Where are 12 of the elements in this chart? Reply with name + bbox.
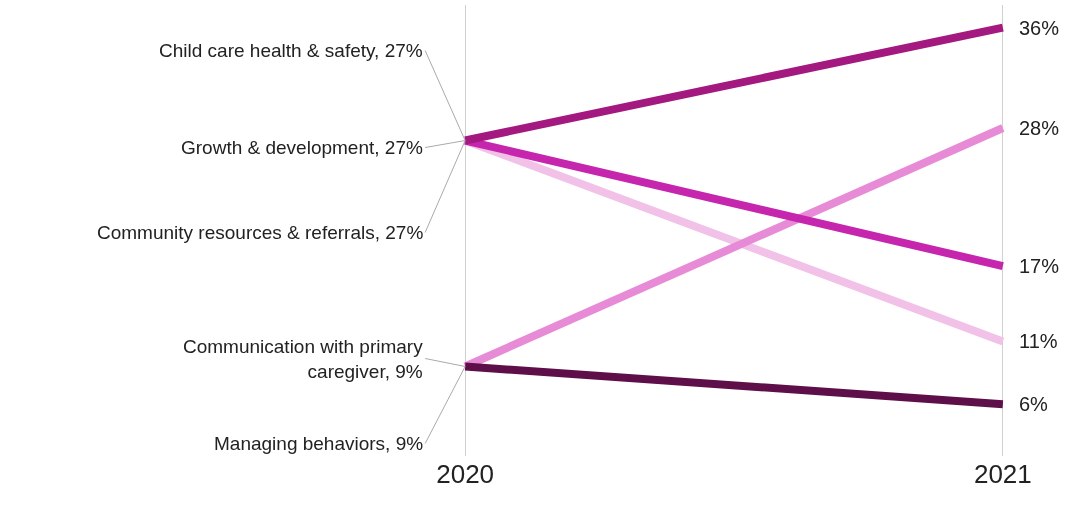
text: Community resources & referrals, 27% (97, 222, 424, 243)
text: Communication with primary caregiver, 9% (183, 336, 423, 382)
text: Managing behaviors, 9% (214, 433, 424, 454)
data-label: 11% (1019, 330, 1058, 352)
data-label: 28% (1019, 117, 1060, 139)
x-tick-label: 2020 (436, 459, 495, 489)
text: Growth & development, 27% (181, 137, 423, 158)
text: Child care health & safety, 27% (159, 40, 423, 61)
data-label: 6% (1019, 393, 1049, 415)
data-label: 17% (1019, 255, 1060, 277)
data-label: 36% (1019, 17, 1060, 39)
x-tick-label: 2021 (973, 459, 1032, 489)
